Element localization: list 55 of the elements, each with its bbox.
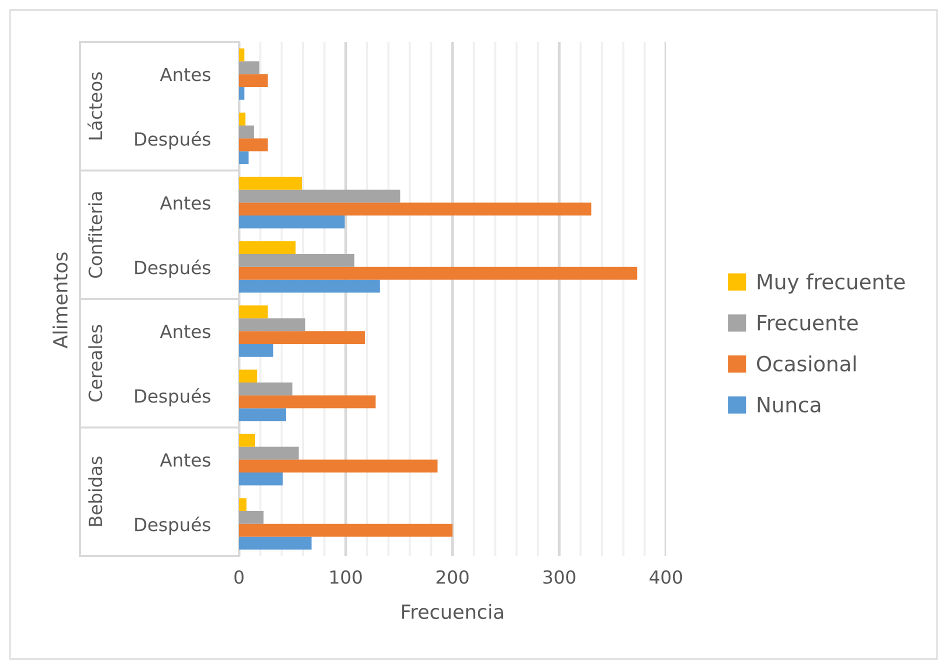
bar [239, 395, 376, 408]
bar [239, 446, 299, 460]
bar [239, 86, 244, 100]
bar [239, 460, 438, 472]
text: Cereales [88, 324, 102, 402]
bar [239, 280, 380, 293]
bar [239, 536, 312, 550]
bar [239, 176, 302, 190]
legend-label: Ocasional [757, 355, 856, 372]
bar [239, 524, 452, 537]
bar [239, 266, 638, 280]
legend-label: Frecuente [758, 315, 858, 331]
bar [239, 511, 264, 524]
bar [239, 254, 354, 267]
y-tick-label: Después [135, 131, 210, 150]
y-tick-label: Antes [160, 196, 210, 210]
bar [239, 151, 249, 164]
text: Lácteos [88, 72, 102, 140]
bar [239, 408, 286, 422]
bar [239, 472, 283, 486]
x-tick-label: 200 [436, 570, 469, 584]
bar [239, 344, 274, 357]
y-tick-label: Después [135, 260, 210, 278]
x-tick-label: 300 [543, 570, 576, 584]
bar [239, 215, 345, 228]
y-axis-title: Alimentos [52, 252, 68, 348]
bar [239, 331, 365, 344]
bar [239, 382, 292, 396]
y-tick-label: Después [135, 516, 210, 535]
legend-label: Muy frecuente [758, 273, 905, 294]
text: Confiteria [88, 192, 102, 278]
bar [239, 241, 296, 254]
bar [239, 305, 268, 318]
text: Bebidas [88, 456, 102, 526]
bar [239, 190, 400, 203]
y-tick-label: Antes [160, 68, 210, 82]
y-tick-label: Antes [160, 453, 210, 467]
bar [239, 126, 254, 138]
bar [239, 112, 246, 126]
bar [239, 202, 592, 216]
legend-label: Nunca [758, 397, 820, 413]
x-tick-label: 400 [650, 570, 682, 584]
y-tick-label: Después [135, 388, 210, 406]
bar [239, 370, 258, 383]
x-tick-label: 0 [234, 570, 244, 584]
bar [239, 138, 268, 152]
y-tick-label: Antes [160, 324, 210, 338]
bar [239, 74, 268, 87]
x-axis-title: Frecuencia [402, 604, 504, 620]
bar [239, 48, 244, 62]
x-tick-label: 100 [330, 570, 362, 584]
bar [239, 498, 246, 512]
bar [239, 318, 306, 332]
bar [239, 434, 256, 447]
bar [239, 61, 260, 74]
